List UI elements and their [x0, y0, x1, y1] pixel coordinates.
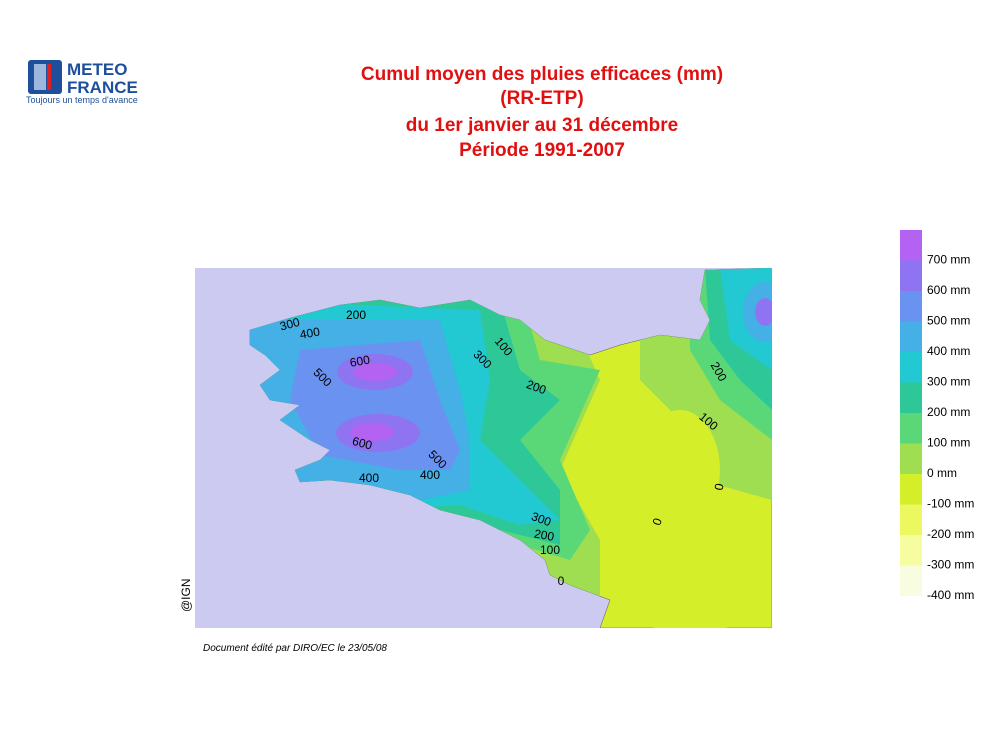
contour-label: 0	[712, 482, 727, 491]
legend: 700 mm 600 mm 500 mm 400 mm 300 mm 200 mm 100 …	[900, 230, 974, 602]
contour-label: 0	[650, 516, 666, 527]
legend-swatch	[900, 291, 922, 322]
legend-label: 600 mm	[927, 283, 970, 297]
footer: Document édité par DIRO/EC le 23/05/08	[203, 643, 387, 654]
legend-label: -300 mm	[927, 558, 974, 572]
title: Période 1991-2007	[459, 140, 625, 161]
legend-label: 0 mm	[927, 466, 957, 480]
title: du 1er janvier au 31 décembre	[406, 115, 678, 136]
contour-label: 200	[533, 527, 555, 544]
legend-swatch	[900, 352, 922, 383]
contour-label: 200	[524, 377, 548, 397]
legend-label: -400 mm	[927, 588, 974, 602]
contour-label: 100	[540, 543, 560, 557]
legend-swatch	[900, 565, 922, 596]
legend-label: 200 mm	[927, 405, 970, 419]
legend-swatch	[900, 260, 922, 291]
contour-label: 300	[529, 509, 553, 529]
contour-label: 600	[349, 352, 371, 369]
contour-label: 400	[299, 324, 321, 341]
title: Cumul moyen des pluies efficaces (mm)	[361, 64, 723, 85]
legend-label: -200 mm	[927, 527, 974, 541]
title: (RR-ETP)	[500, 88, 583, 109]
logo-icon	[34, 64, 46, 90]
contour-label: 600	[351, 434, 374, 453]
legend-swatch	[900, 321, 922, 352]
logo-icon	[47, 64, 51, 90]
legend-swatch	[900, 474, 922, 505]
legend-swatch	[900, 230, 922, 261]
logo-text: FRANCE	[67, 78, 138, 97]
legend-label: 500 mm	[927, 314, 970, 328]
credit: @IGN	[179, 578, 193, 612]
legend-label: 100 mm	[927, 436, 970, 450]
legend-swatch	[900, 413, 922, 444]
contour-label: 0	[558, 574, 565, 588]
map: 2003004006005001003002002001006005004004…	[179, 268, 772, 654]
contour-label: 400	[359, 471, 379, 485]
legend-label: -100 mm	[927, 497, 974, 511]
contour-label: 300	[278, 315, 301, 334]
logo: METEO FRANCE Toujours un temps d'avance	[26, 60, 138, 105]
logo-text: METEO	[67, 60, 127, 79]
legend-swatch	[900, 443, 922, 474]
contour-label: 200	[346, 308, 366, 322]
legend-swatch	[900, 535, 922, 566]
legend-label: 300 mm	[927, 375, 970, 389]
legend-label: 400 mm	[927, 344, 970, 358]
legend-label: 700 mm	[927, 253, 970, 267]
legend-swatch	[900, 382, 922, 413]
contour-label: 400	[420, 468, 440, 482]
legend-swatch	[900, 504, 922, 535]
logo-tagline: Toujours un temps d'avance	[26, 95, 138, 105]
